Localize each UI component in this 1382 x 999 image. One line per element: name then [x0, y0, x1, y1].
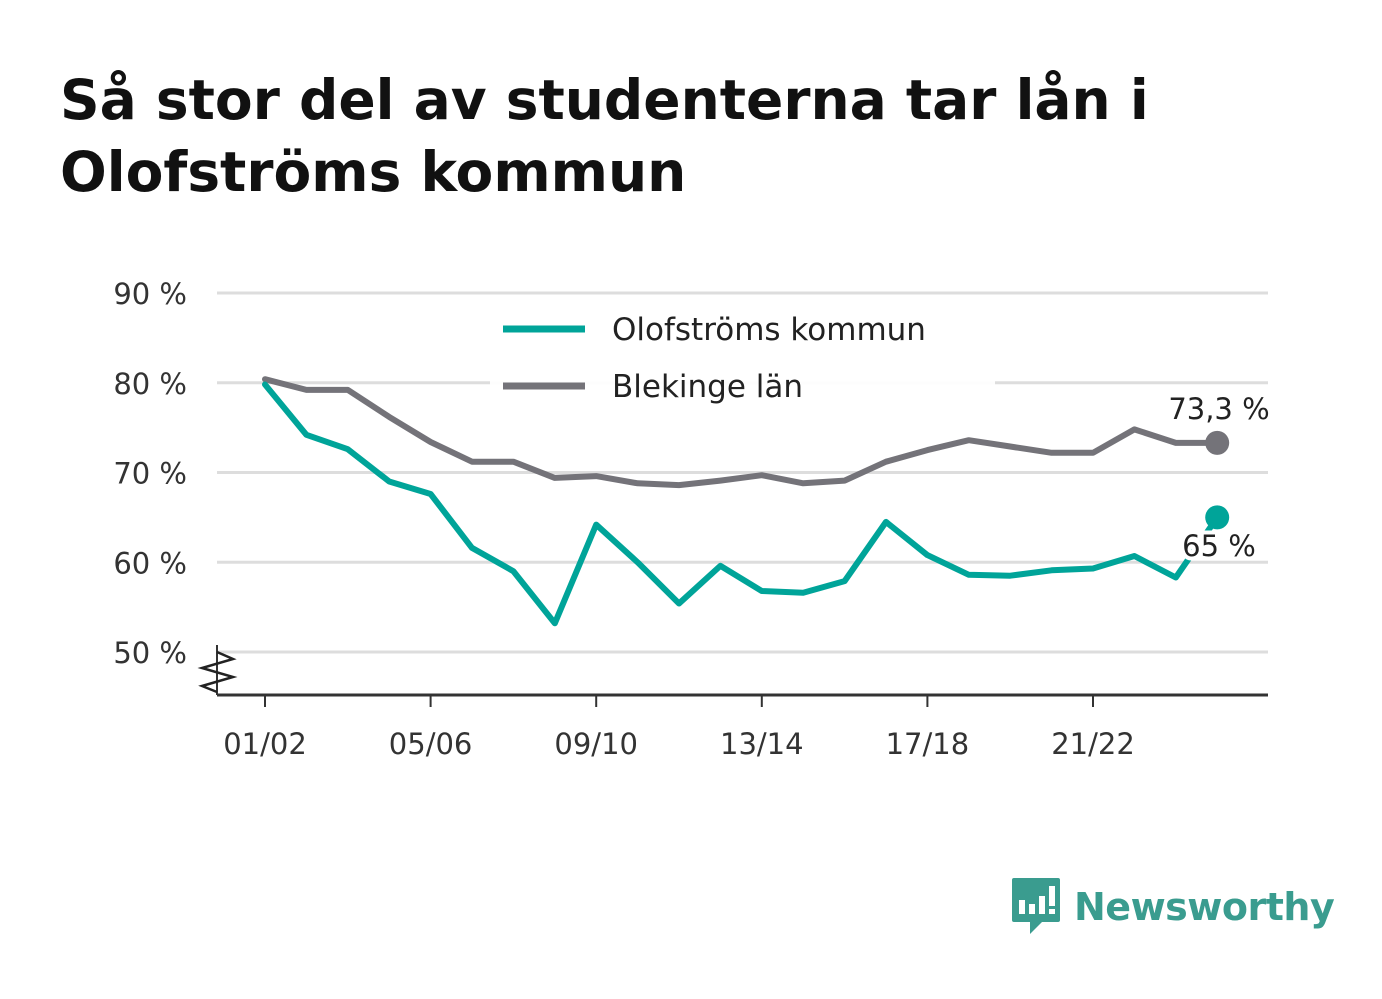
- x-tick-label: 13/14: [720, 727, 804, 761]
- y-tick-label: 50 %: [113, 636, 187, 670]
- y-tick-label: 60 %: [113, 546, 187, 580]
- brand-name: Newsworthy: [1074, 885, 1335, 929]
- x-tick-label: 21/22: [1051, 727, 1135, 761]
- y-tick-label: 70 %: [113, 457, 187, 491]
- x-tick-label: 01/02: [223, 727, 307, 761]
- x-tick-label: 05/06: [389, 727, 473, 761]
- x-axis-ticks: 01/02 05/06 09/10 13/14 17/18 21/22: [223, 695, 1135, 761]
- series-end-point-0: [1205, 505, 1230, 530]
- end-label-0: 65 %: [1182, 529, 1256, 563]
- y-tick-label: 90 %: [113, 277, 187, 311]
- y-axis-ticks: 50 % 60 % 70 % 80 % 90 %: [113, 277, 187, 670]
- end-label-halo: 65 %: [1182, 529, 1256, 563]
- legend-background: [490, 305, 995, 417]
- series-end-point-1: [1205, 430, 1230, 455]
- legend: Olofströms kommun Blekinge län: [490, 305, 995, 417]
- chart-title: Så stor del av studenterna tar lån i Olo…: [60, 68, 1149, 204]
- end-labels: 65 %65 %73,3 %73,3 %: [1164, 388, 1273, 567]
- end-label-halo: 73,3 %: [1168, 392, 1269, 426]
- end-label-1: 73,3 %: [1168, 392, 1269, 426]
- legend-label-1: Blekinge län: [612, 369, 803, 405]
- x-tick-label: 09/10: [554, 727, 638, 761]
- grid-lines: [217, 291, 1268, 654]
- newsworthy-logo-icon: [1012, 878, 1060, 934]
- x-tick-label: 17/18: [886, 727, 970, 761]
- series-lines: [262, 376, 1221, 627]
- axis-break-zigzag: [197, 650, 238, 694]
- brand: Newsworthy: [1010, 876, 1335, 938]
- y-tick-label: 80 %: [113, 367, 187, 401]
- legend-label-0: Olofströms kommun: [612, 312, 926, 348]
- series-line-1: [262, 376, 1221, 489]
- series-line-0: [262, 381, 1221, 627]
